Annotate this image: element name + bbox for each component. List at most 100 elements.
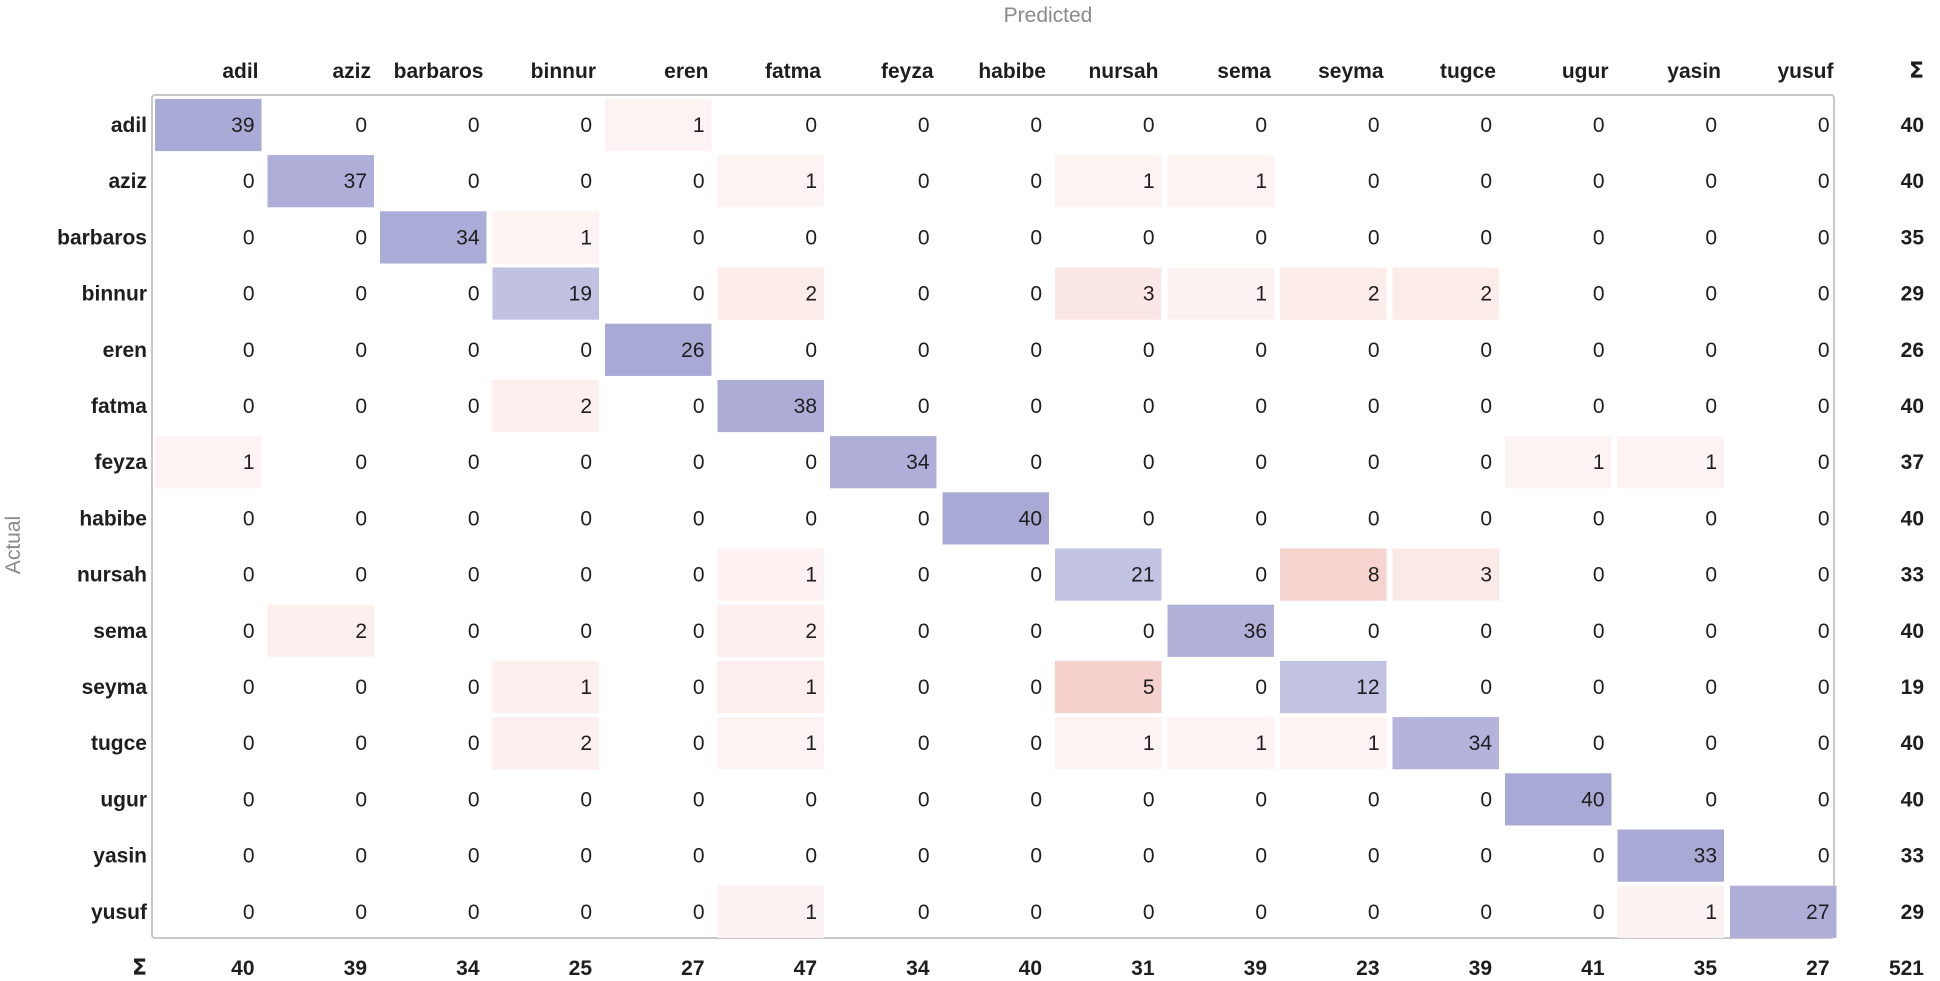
row-header-seyma: seyma [82,676,148,699]
cell-value-aziz-yusuf: 0 [1818,170,1830,193]
cell-value-fatma-seyma: 0 [1368,395,1380,418]
column-sum-yasin: 35 [1694,957,1718,980]
cell-value-aziz-feyza: 0 [918,170,930,193]
cell-value-ugur-eren: 0 [693,788,705,811]
row-header-binnur: binnur [82,283,147,306]
cell-value-sema-yusuf: 0 [1818,620,1830,643]
cell-value-fatma-barbaros: 0 [468,395,480,418]
cell-value-habibe-fatma: 0 [805,507,817,530]
cell-aziz-fatma [717,155,824,208]
cell-value-binnur-habibe: 0 [1030,283,1042,306]
cell-value-yasin-eren: 0 [693,845,705,868]
column-sum-aziz: 39 [344,957,367,980]
row-header-habibe: habibe [79,507,147,530]
cell-yasin-yasin [1617,829,1724,882]
row-sum-habibe: 40 [1901,507,1924,530]
cell-value-nursah-barbaros: 0 [468,564,480,587]
cell-value-seyma-adil: 0 [243,676,255,699]
column-header-sema: sema [1217,60,1271,83]
cell-value-habibe-nursah: 0 [1143,507,1155,530]
cell-value-habibe-barbaros: 0 [468,507,480,530]
cell-feyza-ugur [1505,436,1612,489]
column-header-aziz: aziz [332,60,371,83]
cell-value-barbaros-binnur: 1 [580,226,592,249]
cell-value-yusuf-yusuf: 27 [1806,901,1829,924]
cell-value-fatma-eren: 0 [693,395,705,418]
cell-seyma-nursah [1055,660,1162,714]
cell-seyma-fatma [717,660,824,714]
cell-value-aziz-ugur: 0 [1593,170,1605,193]
cell-value-ugur-yusuf: 0 [1818,788,1830,811]
cell-value-tugce-barbaros: 0 [468,732,480,755]
cell-value-sema-yasin: 0 [1705,620,1717,643]
cell-value-yasin-yusuf: 0 [1818,845,1830,868]
column-header-tugce: tugce [1440,60,1496,83]
cell-value-feyza-yasin: 1 [1705,451,1717,474]
cell-nursah-tugce [1392,548,1499,601]
cell-binnur-sema [1167,267,1274,320]
cell-barbaros-barbaros [380,211,487,264]
cell-value-habibe-aziz: 0 [355,507,367,530]
cell-value-eren-adil: 0 [243,339,255,362]
cell-value-habibe-ugur: 0 [1593,507,1605,530]
cell-value-ugur-seyma: 0 [1368,788,1380,811]
column-sum-fatma: 47 [794,957,817,980]
cell-fatma-binnur [492,379,599,433]
cell-value-adil-nursah: 0 [1143,114,1155,137]
cell-value-barbaros-aziz: 0 [355,226,367,249]
cell-value-yasin-fatma: 0 [805,845,817,868]
row-header-barbaros: barbaros [57,226,147,249]
column-header-nursah: nursah [1088,60,1158,83]
cell-value-binnur-barbaros: 0 [468,283,480,306]
column-header-habibe: habibe [978,60,1046,83]
cell-value-tugce-nursah: 1 [1143,732,1155,755]
cell-value-sema-habibe: 0 [1030,620,1042,643]
cell-value-yasin-habibe: 0 [1030,845,1042,868]
cell-value-ugur-binnur: 0 [580,788,592,811]
column-header-ugur: ugur [1562,60,1609,83]
cell-value-seyma-barbaros: 0 [468,676,480,699]
cell-seyma-binnur [492,660,599,714]
cell-value-nursah-binnur: 0 [580,564,592,587]
cell-value-adil-fatma: 0 [805,114,817,137]
cell-value-yusuf-sema: 0 [1255,901,1267,924]
row-sum-header: Σ [132,956,147,981]
cell-value-adil-ugur: 0 [1593,114,1605,137]
cell-value-feyza-nursah: 0 [1143,451,1155,474]
cell-value-tugce-seyma: 1 [1368,732,1380,755]
cell-value-eren-nursah: 0 [1143,339,1155,362]
cell-binnur-binnur [492,267,599,320]
cell-value-aziz-sema: 1 [1255,170,1267,193]
cell-value-habibe-feyza: 0 [918,507,930,530]
cell-value-yusuf-habibe: 0 [1030,901,1042,924]
cell-value-sema-barbaros: 0 [468,620,480,643]
cell-value-feyza-tugce: 0 [1480,451,1492,474]
cell-value-adil-eren: 1 [693,114,705,137]
row-sum-adil: 40 [1901,114,1924,137]
column-sum-nursah: 31 [1131,957,1155,980]
cell-aziz-aziz [267,155,374,208]
column-sum-sema: 39 [1244,957,1267,980]
cell-yusuf-fatma [717,885,824,938]
cell-value-nursah-yasin: 0 [1705,564,1717,587]
grand-total: 521 [1889,957,1924,980]
cell-tugce-nursah [1055,717,1162,770]
column-sum-eren: 27 [681,957,704,980]
cell-yusuf-yusuf [1730,885,1837,938]
cell-value-habibe-adil: 0 [243,507,255,530]
cell-value-barbaros-ugur: 0 [1593,226,1605,249]
cell-value-tugce-tugce: 34 [1469,732,1493,755]
cell-value-seyma-ugur: 0 [1593,676,1605,699]
cell-ugur-ugur [1505,773,1612,826]
cell-feyza-adil [155,436,262,489]
cell-value-habibe-sema: 0 [1255,507,1267,530]
row-header-eren: eren [103,339,147,362]
cell-value-sema-seyma: 0 [1368,620,1380,643]
cell-value-fatma-tugce: 0 [1480,395,1492,418]
row-sum-eren: 26 [1901,339,1924,362]
row-sum-barbaros: 35 [1901,226,1925,249]
cell-value-yasin-binnur: 0 [580,845,592,868]
cell-value-adil-sema: 0 [1255,114,1267,137]
cell-value-ugur-ugur: 40 [1581,788,1604,811]
cell-tugce-sema [1167,717,1274,770]
